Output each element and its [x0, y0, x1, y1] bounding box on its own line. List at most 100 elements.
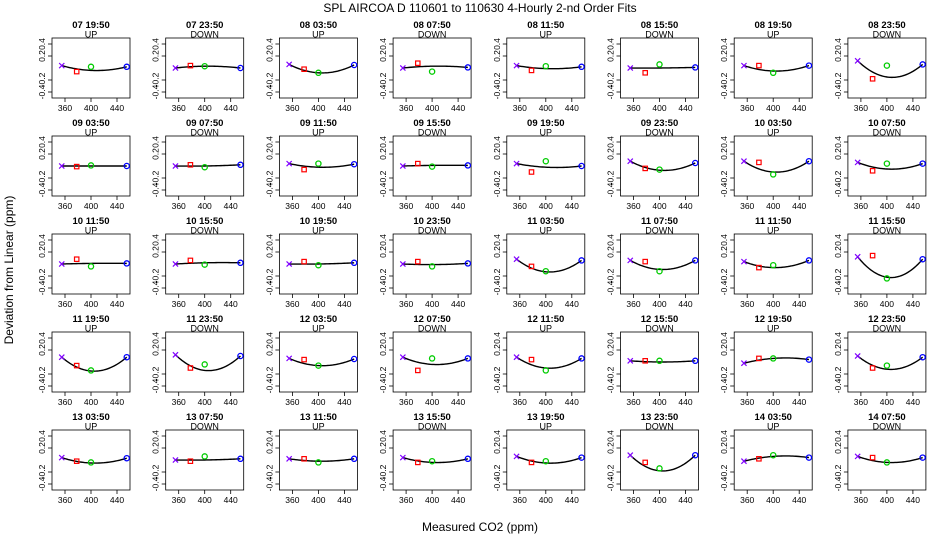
- x-tick-label: 360: [399, 299, 413, 309]
- panel-direction-label: UP: [540, 324, 553, 334]
- y-tick-label: -0.2: [37, 72, 47, 87]
- panel-title: 10 03:50: [754, 118, 792, 129]
- data-point: [854, 159, 861, 166]
- data-point: [869, 168, 876, 174]
- x-tick-label: 400: [766, 299, 780, 309]
- panel-title: 08 03:50: [300, 20, 338, 31]
- data-point: [350, 355, 358, 363]
- data-point: [87, 263, 95, 270]
- panel-title: 13 19:50: [527, 412, 565, 423]
- data-point: [58, 454, 65, 461]
- y-tick-label: 0.2: [719, 148, 729, 160]
- data-point: [87, 162, 95, 169]
- figure-title: SPL AIRCOA D 110601 to 110630 4-Hourly 2…: [323, 1, 636, 15]
- y-tick-label: -0.4: [264, 378, 274, 393]
- x-tick-label: 360: [626, 397, 640, 407]
- panel-direction-label: UP: [85, 422, 98, 432]
- y-tick-label: 0.4: [151, 234, 161, 246]
- x-tick-label: 360: [172, 103, 186, 113]
- y-tick-label: -0.4: [378, 280, 388, 295]
- x-tick-label: 440: [678, 299, 692, 309]
- data-point: [237, 64, 244, 72]
- panel-title: 14 03:50: [754, 412, 792, 423]
- data-point: [415, 258, 421, 265]
- x-tick-label: 400: [880, 495, 894, 505]
- x-tick-label: 440: [110, 495, 124, 505]
- panel-direction-label: DOWN: [190, 128, 219, 138]
- y-tick-label: 0.4: [378, 430, 388, 442]
- data-point: [578, 257, 585, 264]
- y-tick-label: 0.2: [151, 442, 161, 454]
- panel-direction-label: DOWN: [645, 422, 674, 432]
- x-tick-label: 440: [906, 397, 920, 407]
- y-tick-label: 0.4: [264, 430, 274, 442]
- y-tick-label: 0.2: [264, 50, 274, 62]
- x-tick-label: 360: [399, 495, 413, 505]
- panel-direction-label: DOWN: [873, 128, 902, 138]
- panel-direction-label: DOWN: [190, 422, 219, 432]
- x-tick-label: 440: [792, 299, 806, 309]
- x-tick-label: 400: [198, 397, 212, 407]
- data-point: [769, 451, 777, 459]
- y-tick-label: -0.4: [719, 84, 729, 99]
- panel-direction-label: UP: [312, 422, 325, 432]
- x-tick-label: 360: [399, 397, 413, 407]
- data-point: [883, 160, 891, 167]
- fit-curve: [61, 456, 127, 464]
- y-tick-label: -0.2: [492, 366, 502, 381]
- data-point: [58, 354, 65, 361]
- y-tick-label: -0.4: [378, 476, 388, 491]
- data-point: [854, 352, 861, 360]
- x-tick-label: 360: [172, 397, 186, 407]
- x-tick-label: 360: [399, 103, 413, 113]
- y-tick-label: -0.4: [719, 476, 729, 491]
- data-point: [883, 62, 891, 69]
- y-tick-label: 0.2: [606, 344, 616, 356]
- y-tick-label: -0.4: [833, 182, 843, 197]
- x-tick-label: 400: [311, 103, 325, 113]
- data-point: [428, 457, 436, 465]
- y-tick-label: 0.2: [833, 148, 843, 160]
- panel-title: 11 07:50: [641, 216, 678, 227]
- y-tick-label: -0.2: [719, 366, 729, 381]
- x-tick-label: 400: [84, 397, 98, 407]
- x-tick-label: 440: [110, 201, 124, 211]
- y-tick-label: 0.4: [833, 332, 843, 344]
- y-tick-label: -0.4: [606, 476, 616, 491]
- data-point: [172, 456, 179, 464]
- y-tick-label: 0.2: [492, 246, 502, 258]
- y-tick-label: 0.4: [37, 38, 47, 50]
- x-tick-label: 440: [565, 103, 579, 113]
- fit-curve: [174, 354, 241, 372]
- data-point: [201, 62, 208, 70]
- panel-direction-label: DOWN: [418, 324, 447, 334]
- y-tick-label: 0.2: [151, 246, 161, 258]
- x-tick-label: 400: [311, 495, 325, 505]
- y-tick-label: -0.4: [492, 378, 502, 393]
- fit-curve: [857, 355, 924, 371]
- x-tick-label: 440: [451, 201, 465, 211]
- fit-curve: [289, 262, 355, 265]
- data-point: [464, 455, 472, 463]
- x-tick-label: 360: [854, 397, 868, 407]
- panel-title: 09 11:50: [300, 118, 337, 129]
- x-tick-label: 400: [311, 299, 325, 309]
- y-tick-label: 0.4: [264, 38, 274, 50]
- data-point: [237, 455, 244, 463]
- x-tick-label: 360: [285, 299, 299, 309]
- y-tick-label: -0.2: [37, 464, 47, 479]
- data-point: [883, 362, 891, 369]
- x-tick-label: 440: [451, 397, 465, 407]
- y-tick-label: -0.2: [492, 170, 502, 185]
- data-point: [428, 68, 436, 75]
- data-point: [513, 160, 520, 167]
- panel-direction-label: UP: [540, 30, 553, 40]
- panel-direction-label: DOWN: [418, 226, 447, 236]
